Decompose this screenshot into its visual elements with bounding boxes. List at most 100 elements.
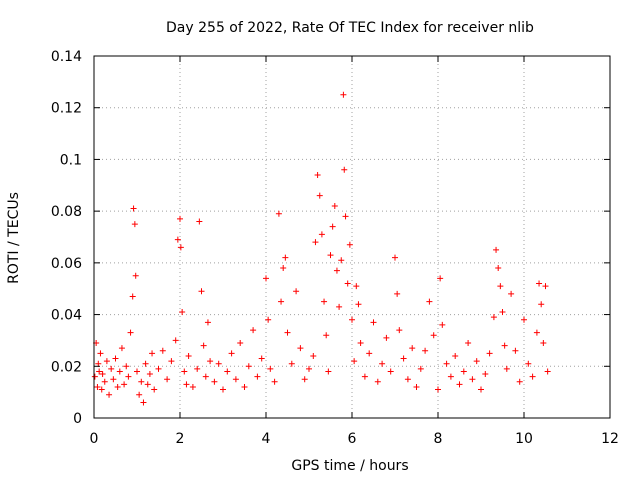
data-point [132,272,139,279]
data-point [310,352,317,359]
data-point [293,288,300,295]
data-point [544,368,551,375]
data-point [430,332,437,339]
data-point [123,363,130,370]
data-point [538,301,545,308]
data-point [142,360,149,367]
data-point [91,373,98,380]
data-point [439,321,446,328]
data-point [329,223,336,230]
data-point [342,213,349,220]
data-point [349,316,355,323]
data-point [134,368,140,375]
data-point [103,358,110,365]
data-point [370,319,377,326]
data-point [497,283,504,290]
data-point [146,371,153,378]
x-tick-label: 10 [515,431,533,447]
data-point [404,376,411,383]
data-point [346,241,353,248]
data-point [383,334,390,341]
data-point [177,215,183,222]
data-point [215,360,222,367]
data-point [516,378,523,385]
y-tick-label: 0.04 [51,308,82,324]
x-axis-ticks: 0 2 4 6 8 10 12 [90,56,619,447]
data-point [396,327,403,334]
data-point [288,360,295,367]
data-point [323,332,330,339]
data-point [112,355,119,362]
data-point [409,345,416,352]
data-point [536,280,543,287]
x-tick-label: 0 [90,431,99,447]
data-point [341,166,348,173]
data-point [312,239,319,246]
x-axis-label: GPS time / hours [291,458,408,474]
data-point [413,383,420,390]
data-point [121,381,128,388]
y-tick-label: 0.12 [51,101,82,117]
data-point [185,352,192,359]
data-point [220,386,226,393]
x-tick-label: 8 [434,431,443,447]
data-point [96,368,103,375]
data-point [321,298,328,305]
data-point [140,399,147,406]
data-point [263,275,269,282]
data-point [114,383,121,390]
data-point [284,329,291,336]
data-point [460,368,467,375]
data-point [338,257,345,264]
data-point [144,381,151,388]
data-point [250,327,257,334]
data-point [130,205,137,212]
data-point [136,391,143,398]
data-point [118,345,125,352]
data-point [297,345,304,352]
data-point [540,340,547,347]
y-tick-label: 0.06 [51,256,82,272]
data-point [366,350,373,357]
data-point [129,293,136,300]
data-point [501,342,508,349]
data-points [91,91,551,406]
data-point [525,360,532,367]
data-point [465,340,472,347]
grid [94,56,610,418]
data-point [486,350,493,357]
data-point [529,373,536,380]
data-point [275,210,282,217]
data-point [97,350,104,357]
data-point [168,358,175,365]
data-point [301,376,308,383]
data-point [278,298,285,305]
data-point [355,301,362,308]
data-point [95,360,102,367]
data-point [495,265,502,272]
data-point [521,316,527,323]
data-point [125,373,132,380]
data-point [174,236,181,243]
data-point [318,231,325,238]
data-point [306,365,312,372]
y-tick-label: 0.1 [60,152,82,168]
data-point [490,314,497,321]
data-point [267,365,274,372]
data-point [336,303,343,310]
y-tick-label: 0.08 [51,204,82,220]
data-point [499,308,506,315]
data-point [426,298,433,305]
data-point [138,378,145,385]
data-point [164,376,171,383]
data-point [108,365,115,372]
data-point [357,340,364,347]
data-point [196,218,203,225]
data-point [110,376,117,383]
data-point [340,91,347,98]
data-point [211,378,218,385]
data-point [94,383,101,390]
data-point [400,355,407,362]
data-point [437,275,444,282]
data-point [327,252,334,259]
